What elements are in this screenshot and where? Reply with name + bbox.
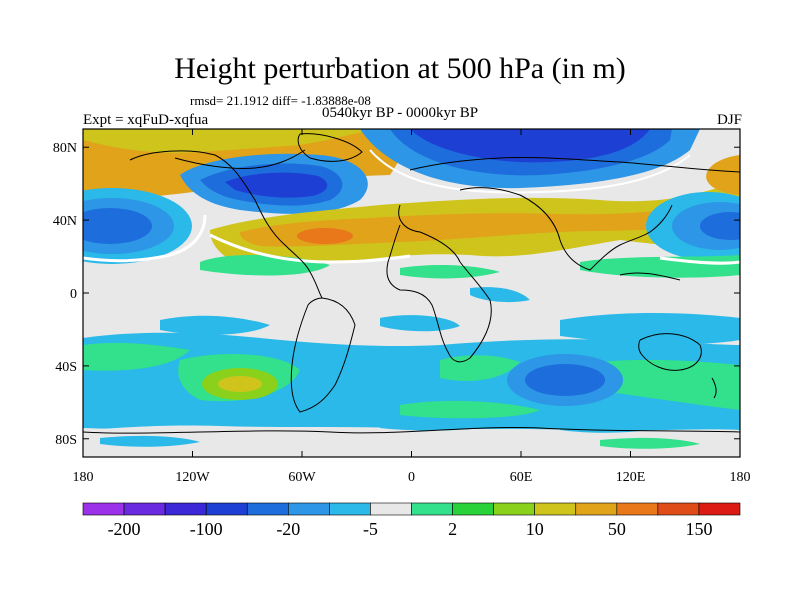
lat-tick-label: 40N [53,214,77,229]
colorbar-swatch [205,502,248,516]
colorbar-label: -200 [108,519,141,539]
lat-tick-label: 0 [70,287,77,302]
colorbar-swatch [616,502,659,516]
lon-tick-label: 120W [175,470,210,485]
lon-tick-label: 180 [730,470,751,485]
lon-tick-label: 120E [616,470,646,485]
lat-tick-label: 80N [53,141,77,156]
colorbar-swatch [370,502,412,516]
map-title: Height perturbation at 500 hPa (in m) [174,52,626,85]
colorbar-label: 150 [685,519,712,539]
longitude-axis: 180 120W 60W 0 60E 120E 180 [73,129,751,485]
lon-tick-label: 60E [510,470,533,485]
colorbar-label: -20 [276,519,300,539]
lon-tick-label: 0 [408,470,415,485]
colorbar-swatch [82,502,125,516]
season-text: DJF [716,112,742,128]
colorbar-swatch [698,502,741,516]
colorbar-swatch [288,502,330,516]
colorbar-swatch [534,502,577,516]
coastlines [83,133,740,434]
colorbar-swatch [452,502,494,516]
colorbar-label: 2 [448,519,457,539]
colorbar-swatch [246,502,289,516]
stats-text: rmsd= 21.1912 diff= -1.83888e-08 [190,93,371,108]
period-text: 0540kyr BP - 0000kyr BP [321,105,479,121]
colorbar-swatch [123,502,166,516]
lat-tick-label: 40S [55,360,77,375]
colorbar-label: -5 [363,519,378,539]
colorbar-label: 10 [526,519,544,539]
lat-tick-label: 80S [55,433,77,448]
colorbar-swatch [657,502,700,516]
experiment-text: Expt = xqFuD-xqfua [83,112,209,128]
colorbar-swatch [575,502,618,516]
colorbar-swatch [329,502,371,516]
lon-tick-label: 60W [288,470,316,485]
colorbar-swatch [411,502,453,516]
contour-field [83,129,740,457]
colorbar-swatch [493,502,535,516]
colorbar-swatch [164,502,207,516]
colorbar-label: -100 [190,519,223,539]
colorbar: -200 -100 -20 -5 2 10 50 150 [82,502,741,539]
latitude-axis: 80N 40N 0 40S 80S [53,141,740,448]
colorbar-label: 50 [608,519,626,539]
lon-tick-label: 180 [73,470,94,485]
